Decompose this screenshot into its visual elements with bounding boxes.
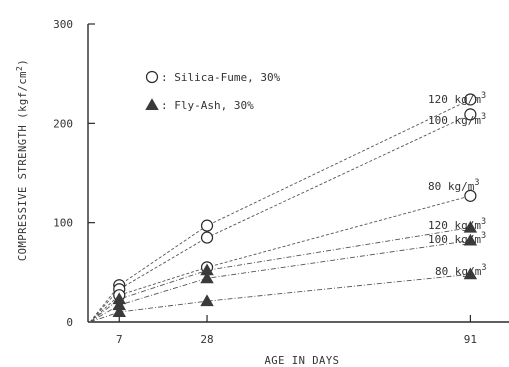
y-axis-title-text: COMPRESSIVE STRENGTH <box>17 125 29 261</box>
y-axis-units-suffix: ) <box>17 59 29 66</box>
data-point <box>200 294 214 307</box>
axes: 0 100 200 300 7 28 91 AGE IN DAYS COMPRESSIVE ST… <box>15 18 509 367</box>
data-point <box>200 271 214 284</box>
series-label-sup: 3 <box>481 263 486 273</box>
series-label: 80 kg/m3 <box>428 178 479 193</box>
y-tick-label: 0 <box>66 316 73 329</box>
series-line <box>89 99 471 323</box>
series-line <box>89 240 471 323</box>
series-label-text: 100 kg/m <box>428 114 481 127</box>
x-tick-label: 91 <box>464 333 477 346</box>
y-tick-label: 100 <box>53 217 73 230</box>
x-tick-label: 7 <box>116 333 123 346</box>
series-label-text: 100 kg/m <box>428 233 481 246</box>
series-label-text: 120 kg/m <box>428 219 481 232</box>
data-point <box>200 219 214 232</box>
series-label-sup: 3 <box>481 231 486 241</box>
data-point <box>112 305 126 318</box>
x-tick-label: 28 <box>200 333 213 346</box>
y-tick-label: 200 <box>53 117 73 130</box>
y-axis-units: (kgf/cm <box>17 71 29 119</box>
series-label: 120 kg/m3 <box>428 91 486 106</box>
series-label-sup: 3 <box>474 178 479 188</box>
data-point <box>200 231 214 244</box>
series-label-sup: 3 <box>481 112 486 122</box>
legend-label: : Silica-Fume, 30% <box>161 71 281 84</box>
series-markers <box>112 93 478 318</box>
series-label: 100 kg/m3 <box>428 112 486 127</box>
legend-label: : Fly-Ash, 30% <box>161 99 254 112</box>
series-label-text: 80 kg/m <box>435 265 482 278</box>
series-label-sup: 3 <box>481 217 486 227</box>
data-point <box>464 189 477 202</box>
series-label-text: 120 kg/m <box>428 93 481 106</box>
series-label: 120 kg/m3 <box>428 217 486 232</box>
y-axis-title: COMPRESSIVE STRENGTH (kgf/cm2) <box>15 59 29 261</box>
series-label-text: 80 kg/m <box>428 180 475 193</box>
series-line <box>89 273 471 323</box>
y-tick-label: 300 <box>53 18 73 31</box>
series-label: 100 kg/m3 <box>428 231 486 246</box>
data-point <box>464 93 477 106</box>
x-axis-title: AGE IN DAYS <box>264 355 339 367</box>
series-line <box>89 227 471 323</box>
data-point <box>463 267 478 280</box>
data-point <box>145 70 159 84</box>
data-point <box>463 220 478 233</box>
data-point <box>145 98 159 110</box>
series-line <box>89 195 471 323</box>
legend: : Silica-Fume, 30% : Fly-Ash, 30% <box>145 70 281 112</box>
y-axis-units-sup: 2 <box>15 66 24 71</box>
data-point <box>464 108 477 121</box>
series-label: 80 kg/m3 <box>435 263 486 278</box>
data-point <box>463 233 478 246</box>
series-line <box>89 113 471 323</box>
series-label-sup: 3 <box>481 91 486 101</box>
series-lines <box>89 99 471 323</box>
